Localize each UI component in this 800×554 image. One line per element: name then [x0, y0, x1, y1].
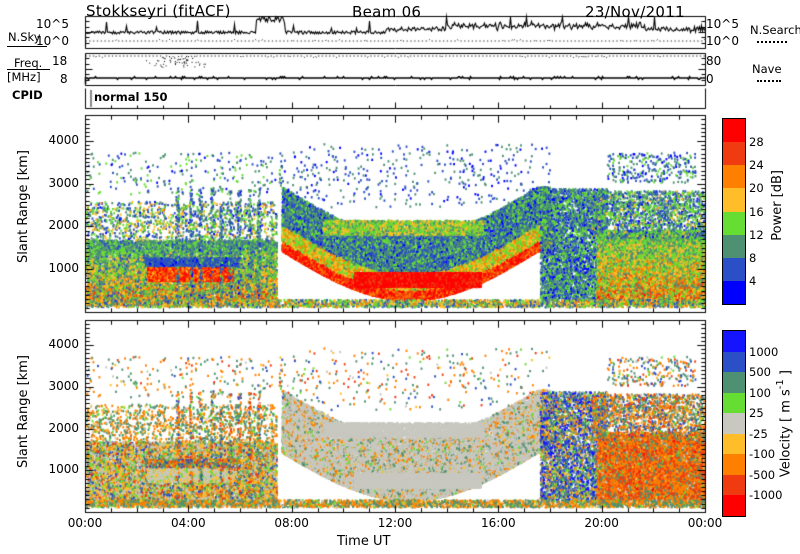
colorbar-tick: 12: [749, 228, 764, 242]
power-colorbar-title: Power [dB]: [770, 170, 785, 241]
x-axis-tick-label: 00:00: [67, 516, 103, 530]
x-axis-tick-label: 16:00: [481, 516, 516, 530]
colorbar-swatch: [723, 142, 745, 165]
colorbar-swatch: [723, 331, 745, 352]
velocity-colorbar: 1000 500 100 25 -25 -100 -500 -1000: [722, 330, 782, 517]
colorbar-tick: 1000: [749, 345, 779, 359]
x-axis-tick-label: 00:00: [687, 516, 723, 530]
colorbar-tick: -25: [749, 427, 768, 441]
colorbar-tick: 25: [749, 406, 764, 420]
colorbar-swatch: [723, 393, 745, 413]
colorbar-swatch: [723, 281, 745, 304]
colorbar-swatch: [723, 372, 745, 393]
colorbar-tick: 8: [749, 251, 757, 265]
y-axis-tick-label: 1000: [48, 462, 79, 477]
colorbar-swatch: [723, 165, 745, 188]
y-axis-tick-label: 4000: [48, 132, 79, 147]
colorbar-swatch: [723, 454, 745, 475]
colorbar-tick: 20: [749, 181, 764, 195]
colorbar-tick: 4: [749, 274, 757, 288]
y-axis-tick-label: 2000: [48, 218, 79, 233]
colorbar-tick: -1000: [749, 488, 783, 502]
colorbar-swatch: [723, 188, 745, 212]
y-axis-tick-label: 2000: [48, 420, 79, 435]
colorbar-tick: 16: [749, 205, 764, 219]
colorbar-tick: 24: [749, 158, 764, 172]
colorbar-tick: 100: [749, 386, 771, 400]
colorbar-tick: -100: [749, 447, 776, 461]
y-axis-tick-label: 1000: [48, 261, 79, 276]
x-axis-tick-label: 20:00: [584, 516, 619, 530]
colorbar-tick: 500: [749, 365, 771, 379]
x-axis-tick-label: 04:00: [171, 516, 206, 530]
colorbar-tick: 28: [749, 135, 764, 149]
y-axis-tick-label: 3000: [48, 378, 79, 393]
colorbar-swatch: [723, 235, 745, 258]
colorbar-swatch: [723, 475, 745, 495]
power-panel-ylabel: Slant Range [km]: [16, 150, 31, 263]
x-axis-tick-label: 12:00: [377, 516, 413, 530]
xaxis-label: Time UT: [337, 534, 391, 549]
colorbar-swatch: [723, 119, 745, 142]
y-axis-tick-label: 3000: [48, 175, 79, 190]
velocity-panel-ylabel: Slant Range [km]: [16, 355, 31, 468]
colorbar-swatch: [723, 352, 745, 372]
colorbar-swatch: [723, 258, 745, 281]
x-axis-tick-label: 08:00: [274, 516, 309, 530]
velocity-colorbar-title: Velocity [ m s-1 ]: [775, 370, 794, 478]
colorbar-swatch: [723, 413, 745, 434]
colorbar-swatch: [723, 434, 745, 454]
colorbar-tick: -500: [749, 468, 776, 482]
colorbar-swatch: [723, 212, 745, 235]
colorbar-swatch: [723, 495, 745, 516]
y-axis-tick-label: 4000: [48, 337, 79, 352]
power-colorbar: 28 24 20 16 12 8 4: [722, 118, 764, 305]
